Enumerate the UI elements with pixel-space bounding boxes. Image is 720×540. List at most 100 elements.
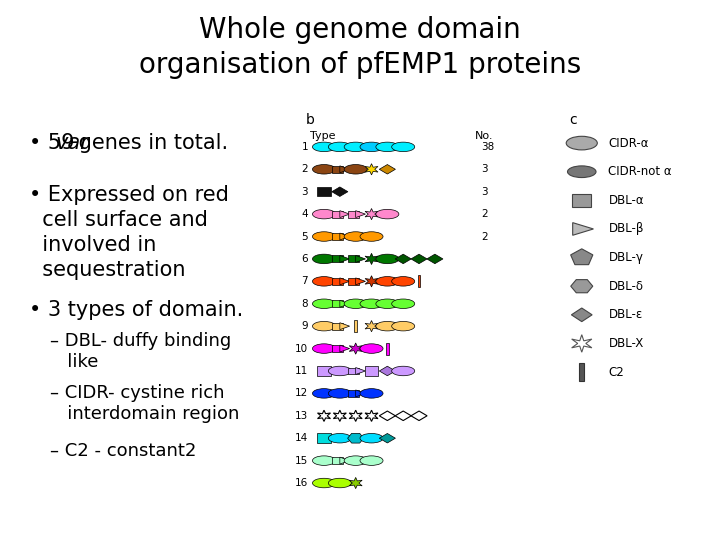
Polygon shape	[318, 410, 330, 421]
Polygon shape	[349, 343, 362, 354]
Bar	[572, 194, 592, 207]
Bar	[354, 320, 357, 332]
Bar	[332, 457, 343, 464]
Text: 3: 3	[302, 187, 308, 197]
Text: b: b	[306, 113, 315, 127]
Text: – CIDR- cystine rich: – CIDR- cystine rich	[50, 384, 225, 402]
Text: involved in: involved in	[29, 235, 156, 255]
Polygon shape	[411, 254, 427, 264]
Polygon shape	[356, 368, 366, 374]
Polygon shape	[349, 410, 362, 421]
Text: 13: 13	[295, 411, 308, 421]
Ellipse shape	[392, 299, 415, 308]
Text: – C2 - constant2: – C2 - constant2	[50, 442, 197, 460]
Ellipse shape	[312, 142, 336, 152]
Bar	[386, 342, 389, 355]
Bar	[332, 233, 343, 240]
Polygon shape	[356, 390, 366, 397]
Ellipse shape	[328, 478, 351, 488]
Bar	[332, 255, 343, 262]
Bar	[348, 368, 359, 374]
Text: 16: 16	[295, 478, 308, 488]
Ellipse shape	[392, 321, 415, 331]
Text: • 3 types of domain.: • 3 types of domain.	[29, 300, 243, 321]
Polygon shape	[348, 433, 364, 443]
Polygon shape	[571, 249, 593, 265]
Ellipse shape	[312, 321, 336, 331]
Text: 11: 11	[295, 366, 308, 376]
Text: 38: 38	[481, 142, 494, 152]
Text: 4: 4	[302, 209, 308, 219]
Text: DBL-β: DBL-β	[608, 222, 644, 235]
Ellipse shape	[344, 232, 367, 241]
Bar	[332, 166, 343, 173]
Polygon shape	[365, 253, 378, 265]
Ellipse shape	[360, 389, 383, 398]
Polygon shape	[365, 208, 378, 220]
Text: var: var	[56, 133, 89, 153]
Text: No.: No.	[475, 131, 494, 141]
Ellipse shape	[392, 276, 415, 286]
Polygon shape	[356, 278, 366, 285]
Polygon shape	[340, 233, 350, 240]
Polygon shape	[365, 410, 378, 421]
Ellipse shape	[328, 366, 351, 376]
Bar	[348, 390, 359, 397]
Ellipse shape	[360, 456, 383, 465]
Ellipse shape	[312, 478, 336, 488]
Bar	[332, 323, 343, 329]
Polygon shape	[340, 323, 350, 329]
Ellipse shape	[328, 389, 351, 398]
Text: 9: 9	[302, 321, 308, 331]
Polygon shape	[379, 366, 395, 376]
Text: like: like	[50, 353, 99, 371]
Text: genes in total.: genes in total.	[72, 133, 228, 153]
Bar	[317, 434, 331, 443]
Text: Whole genome domain
organisation of pfEMP1 proteins: Whole genome domain organisation of pfEM…	[139, 16, 581, 79]
Text: CIDR-not α: CIDR-not α	[608, 165, 672, 178]
Ellipse shape	[312, 389, 336, 398]
Text: 3: 3	[481, 187, 487, 197]
Text: 12: 12	[295, 388, 308, 399]
Bar	[317, 366, 331, 376]
Text: 5: 5	[302, 232, 308, 241]
Polygon shape	[340, 278, 350, 285]
Ellipse shape	[312, 276, 336, 286]
Polygon shape	[356, 255, 366, 262]
Text: 2: 2	[481, 209, 487, 219]
Ellipse shape	[344, 142, 367, 152]
Text: 2: 2	[481, 232, 487, 241]
Text: DBL-γ: DBL-γ	[608, 251, 644, 264]
Text: 2: 2	[302, 164, 308, 174]
Bar	[332, 278, 343, 285]
Polygon shape	[340, 345, 350, 352]
Polygon shape	[365, 164, 378, 175]
Ellipse shape	[360, 142, 383, 152]
Ellipse shape	[312, 165, 336, 174]
Ellipse shape	[344, 299, 367, 308]
Ellipse shape	[376, 321, 399, 331]
Ellipse shape	[344, 165, 367, 174]
Ellipse shape	[360, 299, 383, 308]
Ellipse shape	[376, 276, 399, 286]
Text: interdomain region: interdomain region	[50, 404, 240, 423]
Text: sequestration: sequestration	[29, 260, 185, 280]
Text: CIDR-α: CIDR-α	[608, 137, 649, 150]
Text: • Expressed on red: • Expressed on red	[29, 185, 229, 206]
Bar	[418, 275, 420, 287]
Text: C2: C2	[608, 366, 624, 379]
Bar	[348, 255, 359, 262]
Bar	[317, 187, 331, 197]
Polygon shape	[379, 165, 395, 174]
Bar	[332, 211, 343, 218]
Polygon shape	[395, 254, 411, 264]
Text: DBL-α: DBL-α	[608, 194, 644, 207]
Bar	[332, 345, 343, 352]
Ellipse shape	[567, 166, 596, 178]
Ellipse shape	[376, 142, 399, 152]
Text: cell surface and: cell surface and	[29, 210, 207, 231]
Bar	[348, 211, 359, 218]
Polygon shape	[572, 222, 593, 235]
Ellipse shape	[392, 142, 415, 152]
Polygon shape	[365, 276, 378, 287]
